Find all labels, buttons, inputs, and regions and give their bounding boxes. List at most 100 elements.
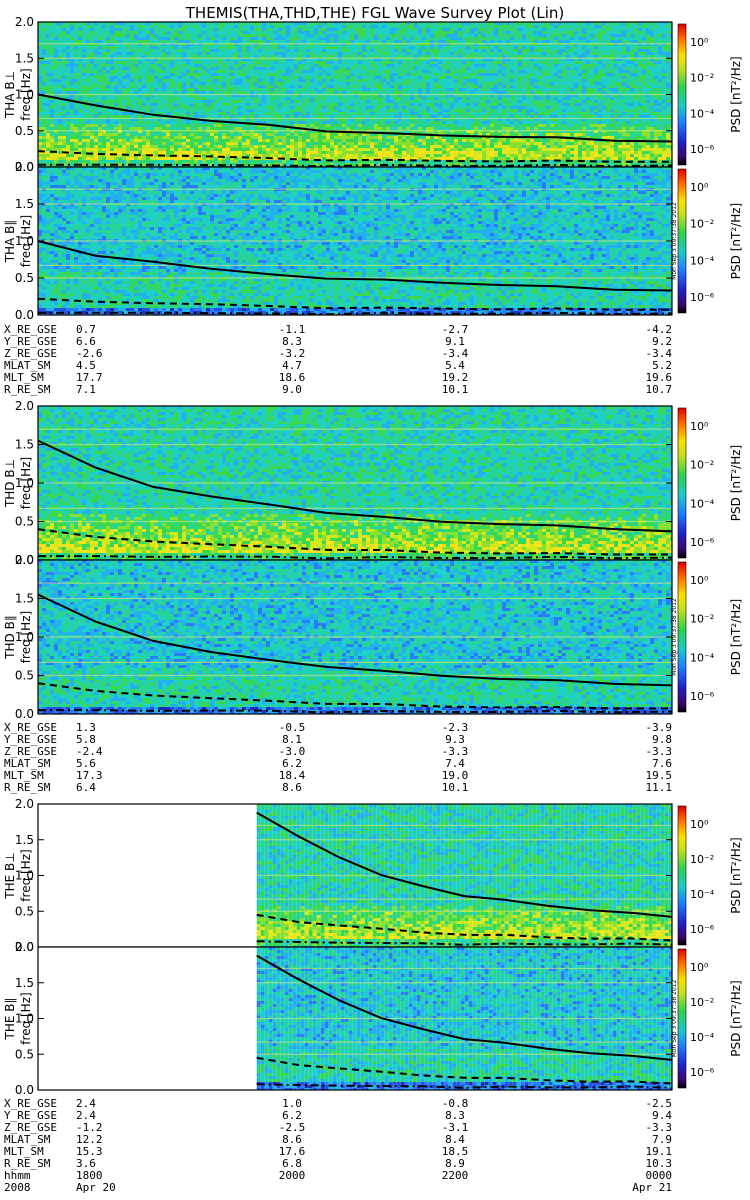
heatmap-cell bbox=[98, 115, 102, 118]
heatmap-cell bbox=[102, 28, 106, 31]
heatmap-cell bbox=[54, 79, 58, 82]
heatmap-cell bbox=[42, 79, 46, 82]
heatmap-cell bbox=[106, 61, 110, 64]
heatmap-cell bbox=[106, 73, 110, 76]
heatmap-cell bbox=[90, 91, 94, 94]
heatmap-cell bbox=[66, 154, 70, 157]
heatmap-cell bbox=[46, 79, 50, 82]
heatmap-cell bbox=[74, 148, 78, 151]
heatmap-cell bbox=[58, 106, 62, 109]
heatmap-cell bbox=[90, 82, 94, 85]
heatmap-cell bbox=[70, 106, 74, 109]
heatmap-cell bbox=[90, 85, 94, 88]
heatmap-cell bbox=[110, 28, 114, 31]
heatmap-cell bbox=[50, 124, 54, 127]
heatmap-cell bbox=[42, 25, 46, 28]
heatmap-cell bbox=[46, 55, 50, 58]
heatmap-cell bbox=[86, 49, 90, 52]
heatmap-cell bbox=[94, 76, 98, 79]
heatmap-cell bbox=[50, 82, 54, 85]
heatmap-cell bbox=[74, 106, 78, 109]
heatmap-cell bbox=[94, 109, 98, 112]
heatmap-cell bbox=[86, 37, 90, 40]
heatmap-cell bbox=[82, 109, 86, 112]
heatmap-cell bbox=[58, 154, 62, 157]
heatmap-cell bbox=[86, 124, 90, 127]
heatmap-cell bbox=[94, 121, 98, 124]
heatmap-cell bbox=[50, 64, 54, 67]
heatmap-cell bbox=[106, 40, 110, 43]
heatmap-cell bbox=[58, 49, 62, 52]
heatmap-cell bbox=[50, 79, 54, 82]
heatmap-cell bbox=[110, 88, 114, 91]
heatmap-cell bbox=[74, 28, 78, 31]
heatmap-cell bbox=[62, 79, 66, 82]
heatmap-cell bbox=[50, 133, 54, 136]
heatmap-cell bbox=[50, 40, 54, 43]
heatmap-cell bbox=[74, 79, 78, 82]
heatmap-cell bbox=[102, 139, 106, 142]
heatmap-cell bbox=[42, 37, 46, 40]
heatmap-cell bbox=[110, 46, 114, 49]
heatmap-cell bbox=[86, 139, 90, 142]
heatmap-cell bbox=[90, 76, 94, 79]
heatmap-cell bbox=[86, 127, 90, 130]
heatmap-cell bbox=[90, 40, 94, 43]
heatmap-cell bbox=[110, 76, 114, 79]
heatmap-cell bbox=[46, 109, 50, 112]
heatmap-cell bbox=[98, 124, 102, 127]
heatmap-cell bbox=[42, 121, 46, 124]
heatmap-cell bbox=[58, 139, 62, 142]
heatmap-cell bbox=[50, 157, 54, 160]
heatmap-cell bbox=[58, 88, 62, 91]
heatmap-cell bbox=[106, 112, 110, 115]
heatmap-cell bbox=[94, 85, 98, 88]
heatmap-cell bbox=[82, 148, 86, 151]
heatmap-cell bbox=[58, 112, 62, 115]
heatmap-cell bbox=[90, 106, 94, 109]
heatmap-cell bbox=[98, 28, 102, 31]
heatmap-cell bbox=[58, 82, 62, 85]
heatmap-cell bbox=[102, 145, 106, 148]
heatmap-cell bbox=[106, 145, 110, 148]
heatmap-cell bbox=[46, 142, 50, 145]
heatmap-cell bbox=[94, 133, 98, 136]
heatmap-cell bbox=[78, 28, 82, 31]
heatmap-cell bbox=[58, 79, 62, 82]
heatmap-cell bbox=[66, 91, 70, 94]
heatmap-cell bbox=[70, 79, 74, 82]
heatmap-cell bbox=[58, 136, 62, 139]
heatmap-cell bbox=[98, 49, 102, 52]
heatmap-cell bbox=[110, 91, 114, 94]
heatmap-cell bbox=[70, 31, 74, 34]
heatmap-cell bbox=[90, 145, 94, 148]
heatmap-cell bbox=[78, 37, 82, 40]
heatmap-cell bbox=[86, 28, 90, 31]
heatmap-cell bbox=[58, 31, 62, 34]
heatmap-cell bbox=[54, 127, 58, 130]
heatmap-cell bbox=[58, 124, 62, 127]
heatmap-cell bbox=[62, 160, 66, 163]
heatmap-cell bbox=[106, 46, 110, 49]
heatmap-cell bbox=[66, 76, 70, 79]
heatmap-cell bbox=[66, 70, 70, 73]
heatmap-cell bbox=[78, 31, 82, 34]
heatmap-cell bbox=[90, 34, 94, 37]
heatmap-cell bbox=[70, 109, 74, 112]
heatmap-cell bbox=[46, 115, 50, 118]
heatmap-cell bbox=[58, 46, 62, 49]
heatmap-cell bbox=[62, 109, 66, 112]
heatmap-cell bbox=[82, 154, 86, 157]
heatmap-cell bbox=[78, 55, 82, 58]
heatmap-cell bbox=[94, 49, 98, 52]
heatmap-cell bbox=[62, 121, 66, 124]
heatmap-cell bbox=[54, 145, 58, 148]
heatmap-cell bbox=[62, 55, 66, 58]
heatmap-cell bbox=[50, 31, 54, 34]
heatmap-cell bbox=[82, 91, 86, 94]
heatmap-cell bbox=[78, 70, 82, 73]
heatmap-cell bbox=[110, 79, 114, 82]
heatmap-cell bbox=[90, 115, 94, 118]
heatmap-cell bbox=[70, 124, 74, 127]
heatmap-cell bbox=[90, 88, 94, 91]
